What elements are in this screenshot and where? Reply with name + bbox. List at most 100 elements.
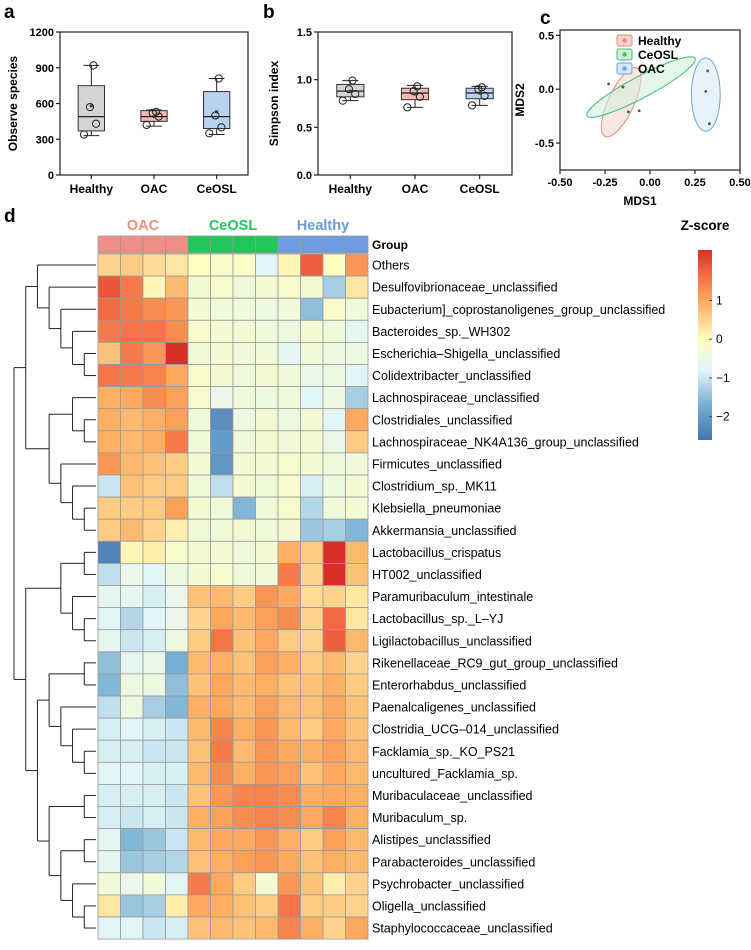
heatmap-cell	[255, 894, 279, 918]
heatmap-cell	[97, 474, 121, 498]
heatmap-cell	[300, 739, 324, 763]
y-tick-label: 1.5	[297, 27, 312, 39]
group-cell	[142, 235, 166, 254]
heatmap-cell	[255, 828, 279, 852]
heatmap-cell	[345, 850, 369, 874]
row-label: Rikenellaceae_RC9_gut_group_unclassified	[372, 656, 618, 670]
heatmap-cell	[232, 607, 256, 631]
confidence-ellipse	[586, 56, 696, 118]
sample-point	[477, 83, 486, 92]
heatmap-cell	[232, 364, 256, 388]
heatmap-cell	[345, 474, 369, 498]
heatmap-cell	[210, 739, 234, 763]
heatmap-cell	[277, 563, 301, 586]
heatmap-cell	[345, 629, 369, 653]
heatmap-cell	[277, 341, 301, 365]
heatmap-cell	[210, 806, 234, 830]
heatmap-cell	[97, 784, 121, 807]
heatmap-cell	[345, 717, 369, 741]
heatmap-cell	[97, 828, 121, 852]
sample-point	[344, 85, 354, 94]
heatmap-cell	[300, 408, 324, 432]
heatmap-cell	[232, 275, 256, 299]
group-cell	[277, 235, 301, 254]
heatmap-cell	[300, 364, 324, 388]
y-tick-label: 600	[36, 99, 54, 111]
heatmap-cell	[120, 563, 144, 586]
heatmap-cell	[120, 319, 144, 343]
heatmap-cell	[255, 496, 279, 520]
heatmap-cell	[277, 916, 301, 940]
y-tick-label: 0.0	[297, 170, 312, 182]
heatmap-cell	[142, 784, 166, 807]
sample-point	[154, 112, 163, 121]
group-label: OAC	[127, 218, 160, 234]
heatmap-cell	[322, 386, 346, 410]
heatmap-cell	[97, 341, 121, 365]
row-label: Lactobacillus_crispatus	[372, 546, 501, 560]
heatmap-cell	[300, 629, 324, 653]
heatmap-cell	[120, 474, 144, 498]
heatmap-cell	[255, 540, 279, 564]
heatmap-cell	[97, 496, 121, 520]
heatmap-cell	[142, 341, 166, 365]
heatmap-cell	[142, 540, 166, 564]
x-category-label: CeOSL	[197, 182, 237, 196]
y-tick-label: 0.5	[539, 30, 554, 42]
heatmap-cell	[345, 452, 369, 476]
heatmap-cell	[210, 872, 234, 896]
row-label: Clostridia_UCG–014_unclassified	[372, 723, 559, 737]
heatmap-cell	[142, 894, 166, 918]
heatmap-cell	[232, 253, 256, 277]
heatmap-cell	[300, 695, 324, 719]
heatmap-cell	[142, 408, 166, 432]
heatmap-cell	[142, 673, 166, 697]
heatmap-cell	[300, 916, 324, 940]
heatmap-cell	[120, 850, 144, 874]
y-axis-title: Observe species	[6, 55, 20, 151]
heatmap-cell	[142, 607, 166, 631]
heatmap-cell	[232, 784, 256, 807]
heatmap-cell	[142, 275, 166, 299]
row-label: Ligilactobacillus_unclassified	[372, 634, 532, 648]
heatmap-cell	[322, 297, 346, 321]
heatmap-cell	[142, 872, 166, 896]
heatmap-cell	[255, 739, 279, 763]
x-tick-label: 0.25	[684, 177, 705, 189]
heatmap-cell	[165, 452, 189, 476]
heatmap-cell	[187, 651, 211, 675]
heatmap-cell	[142, 806, 166, 830]
heatmap-cell	[120, 430, 144, 454]
heatmap-cell	[277, 607, 301, 631]
heatmap-cell	[277, 275, 301, 299]
heatmap-cell	[210, 253, 234, 277]
heatmap-cell	[97, 761, 121, 785]
sample-point	[621, 85, 625, 89]
row-label: HT002_unclassified	[372, 568, 482, 582]
sample-point	[467, 101, 477, 110]
heatmap-cell	[210, 651, 234, 675]
heatmap-cell	[255, 563, 279, 586]
heatmap-cell	[255, 297, 279, 321]
heatmap-cell	[210, 275, 234, 299]
x-axis-title: MDS1	[623, 194, 657, 208]
heatmap-cell	[300, 850, 324, 874]
heatmap-cell	[232, 474, 256, 498]
heatmap-cell	[255, 806, 279, 830]
heatmap-cell	[300, 784, 324, 807]
heatmap-cell	[120, 916, 144, 940]
heatmap-cell	[210, 319, 234, 343]
heatmap-cell	[120, 386, 144, 410]
heatmap-cell	[210, 607, 234, 631]
heatmap-cell	[142, 629, 166, 653]
group-cell	[120, 235, 144, 254]
row-label: Paramuribaculum_intestinale	[372, 590, 533, 604]
heatmap-cell	[210, 540, 234, 564]
heatmap-cell	[187, 297, 211, 321]
heatmap-cell	[255, 585, 279, 609]
heatmap-cell	[232, 828, 256, 852]
heatmap-cell	[277, 452, 301, 476]
heatmap-cell	[142, 828, 166, 852]
row-label: Facklamia_sp._KO_PS21	[372, 745, 515, 759]
heatmap-cell	[345, 408, 369, 432]
